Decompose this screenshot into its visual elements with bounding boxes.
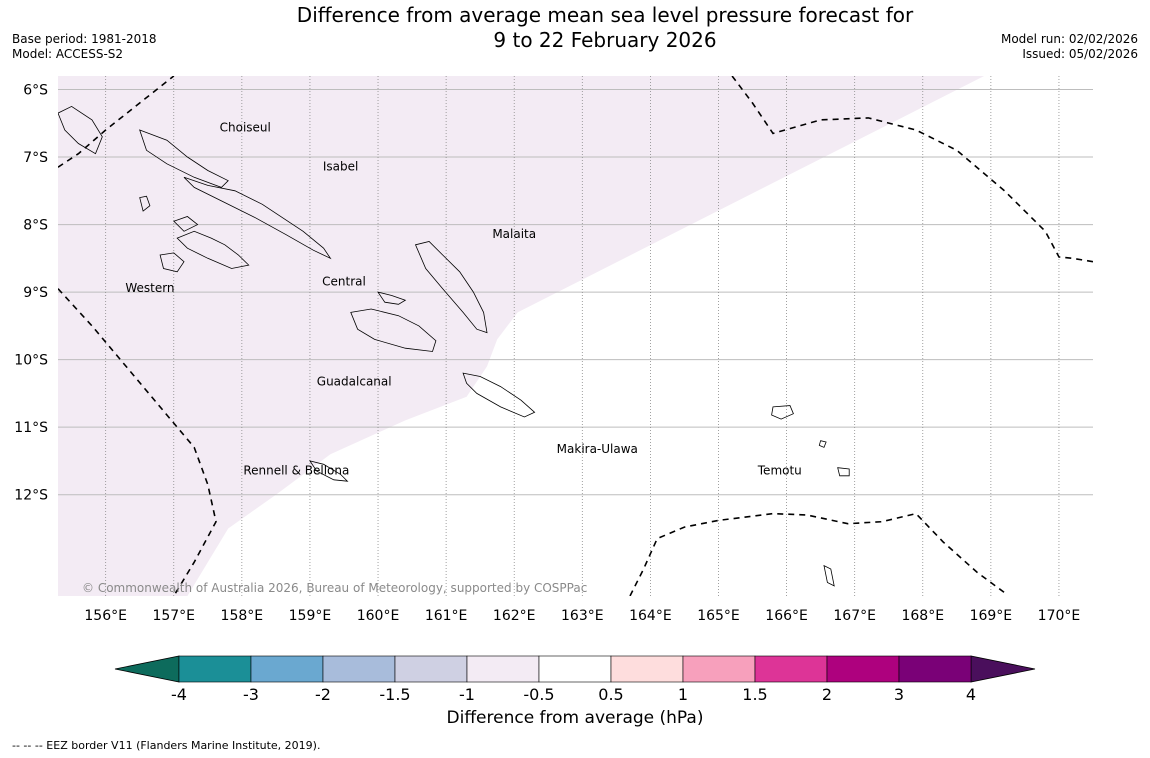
lat-tick-label: 9°S bbox=[23, 285, 48, 301]
lon-tick-label: 163°E bbox=[561, 608, 604, 624]
colorbar-tick-label: -0.5 bbox=[523, 685, 554, 704]
lon-tick-label: 158°E bbox=[221, 608, 264, 624]
lon-tick-label: 170°E bbox=[1038, 608, 1081, 624]
region-label: Western bbox=[125, 281, 174, 295]
lon-tick-label: 167°E bbox=[833, 608, 876, 624]
island-coastline bbox=[823, 564, 835, 587]
colorbar-tick-label: -2 bbox=[315, 685, 331, 704]
island-coastline bbox=[139, 129, 229, 188]
colorbar-tick-label: 1.5 bbox=[742, 685, 767, 704]
island-coastline bbox=[818, 440, 827, 448]
lon-tick-label: 168°E bbox=[901, 608, 944, 624]
meta-left: Base period: 1981-2018 Model: ACCESS-S2 bbox=[12, 32, 157, 62]
lat-tick-label: 6°S bbox=[23, 83, 48, 99]
region-label: Guadalcanal bbox=[317, 374, 392, 388]
region-label: Rennell & Bellona bbox=[243, 463, 349, 477]
lon-tick-label: 166°E bbox=[765, 608, 808, 624]
island-coastline bbox=[350, 308, 437, 352]
lon-tick-label: 165°E bbox=[697, 608, 740, 624]
colorbar-swatch bbox=[466, 655, 540, 683]
lon-tick-label: 169°E bbox=[970, 608, 1013, 624]
colorbar-swatch bbox=[322, 655, 396, 683]
colorbar-swatch bbox=[610, 655, 684, 683]
copyright-text: © Commonwealth of Australia 2026, Bureau… bbox=[82, 581, 587, 595]
lat-tick-label: 8°S bbox=[23, 218, 48, 234]
island-coastline bbox=[173, 216, 199, 232]
island-coastline bbox=[183, 176, 332, 260]
longitude-labels: 156°E 157°E 158°E 159°E 160°E 161°E 162°E 163°E… bbox=[84, 608, 1080, 624]
island-coastline bbox=[377, 291, 407, 305]
anomaly-shade-region bbox=[58, 76, 985, 596]
base-period-text: Base period: 1981-2018 bbox=[12, 32, 157, 46]
colorbar-tick-label: -4 bbox=[171, 685, 187, 704]
model-run-text: Model run: 02/02/2026 bbox=[1000, 32, 1138, 46]
lat-tick-label: 11°S bbox=[14, 420, 48, 436]
region-label: Choiseul bbox=[220, 120, 271, 134]
coastlines bbox=[58, 105, 850, 587]
island-coastline bbox=[308, 460, 349, 482]
island-coastline bbox=[771, 405, 794, 420]
anomaly-shading-layer bbox=[58, 76, 985, 596]
eez-border-line bbox=[58, 76, 175, 168]
lon-tick-label: 160°E bbox=[357, 608, 400, 624]
issued-text: Issued: 05/02/2026 bbox=[1022, 47, 1138, 61]
lon-tick-label: 156°E bbox=[84, 608, 127, 624]
colorbar-swatch bbox=[250, 655, 324, 683]
colorbar-swatch bbox=[394, 655, 468, 683]
region-label: Malaita bbox=[492, 227, 536, 241]
island-coastline bbox=[139, 195, 151, 212]
colorbar-tick-label: -1 bbox=[459, 685, 475, 704]
colorbar-swatch bbox=[898, 655, 972, 683]
lat-tick-label: 12°S bbox=[14, 488, 48, 504]
region-label: Makira-Ulawa bbox=[557, 442, 638, 456]
eez-border-line bbox=[629, 512, 1005, 596]
colorbar-tick-label: 0.5 bbox=[598, 685, 623, 704]
colorbar-tick-label: 2 bbox=[822, 685, 832, 704]
eez-border-line bbox=[58, 288, 217, 596]
colorbar-high-extend bbox=[970, 655, 1036, 683]
latitude-labels: 6°S 7°S 8°S 9°S 10°S 11°S 12°S bbox=[14, 83, 48, 504]
eez-legend-note: -- -- -- EEZ border V11 (Flanders Marine… bbox=[12, 739, 321, 752]
colorbar-tick-label: -3 bbox=[243, 685, 259, 704]
title-line-1: Difference from average mean sea level p… bbox=[296, 3, 914, 27]
lat-tick-label: 7°S bbox=[23, 150, 48, 166]
eez-borders bbox=[58, 76, 1093, 596]
chart-title: Difference from average mean sea level p… bbox=[250, 3, 960, 53]
island-coastline bbox=[414, 241, 488, 334]
colorbar-swatch bbox=[538, 655, 612, 683]
title-line-2: 9 to 22 February 2026 bbox=[493, 28, 717, 52]
meta-right: Model run: 02/02/2026 Issued: 05/02/2026 bbox=[1001, 32, 1138, 62]
colorbar-tick-label: -1.5 bbox=[379, 685, 410, 704]
colorbar-tick-label: 1 bbox=[678, 685, 688, 704]
island-coastline bbox=[159, 252, 185, 273]
graticule bbox=[58, 76, 1093, 596]
region-label: Temotu bbox=[757, 463, 802, 477]
lat-tick-label: 10°S bbox=[14, 353, 48, 369]
colorbar-swatch bbox=[754, 655, 828, 683]
region-label: Isabel bbox=[323, 160, 358, 174]
colorbar: -4 -3 -2 -1.5 -1 -0.5 0.5 1 1.5 2 3 4 bbox=[114, 655, 1036, 704]
colorbar-tick-label: 4 bbox=[966, 685, 976, 704]
colorbar-swatch bbox=[178, 655, 252, 683]
colorbar-tick-label: 3 bbox=[894, 685, 904, 704]
island-coastline bbox=[462, 372, 536, 418]
model-text: Model: ACCESS-S2 bbox=[12, 47, 124, 61]
lon-tick-label: 164°E bbox=[629, 608, 672, 624]
region-labels: Choiseul Isabel Malaita Western Central Guada… bbox=[125, 120, 801, 477]
island-coastline bbox=[58, 105, 103, 155]
island-coastline bbox=[837, 467, 850, 477]
colorbar-title: Difference from average (hPa) bbox=[446, 708, 704, 728]
lon-tick-label: 161°E bbox=[425, 608, 468, 624]
lon-tick-label: 157°E bbox=[152, 608, 195, 624]
colorbar-swatch bbox=[682, 655, 756, 683]
island-coastline bbox=[176, 230, 250, 269]
colorbar-swatch bbox=[826, 655, 900, 683]
colorbar-low-extend bbox=[114, 655, 180, 683]
lon-tick-label: 162°E bbox=[493, 608, 536, 624]
region-label: Central bbox=[322, 274, 366, 288]
lon-tick-label: 159°E bbox=[289, 608, 332, 624]
